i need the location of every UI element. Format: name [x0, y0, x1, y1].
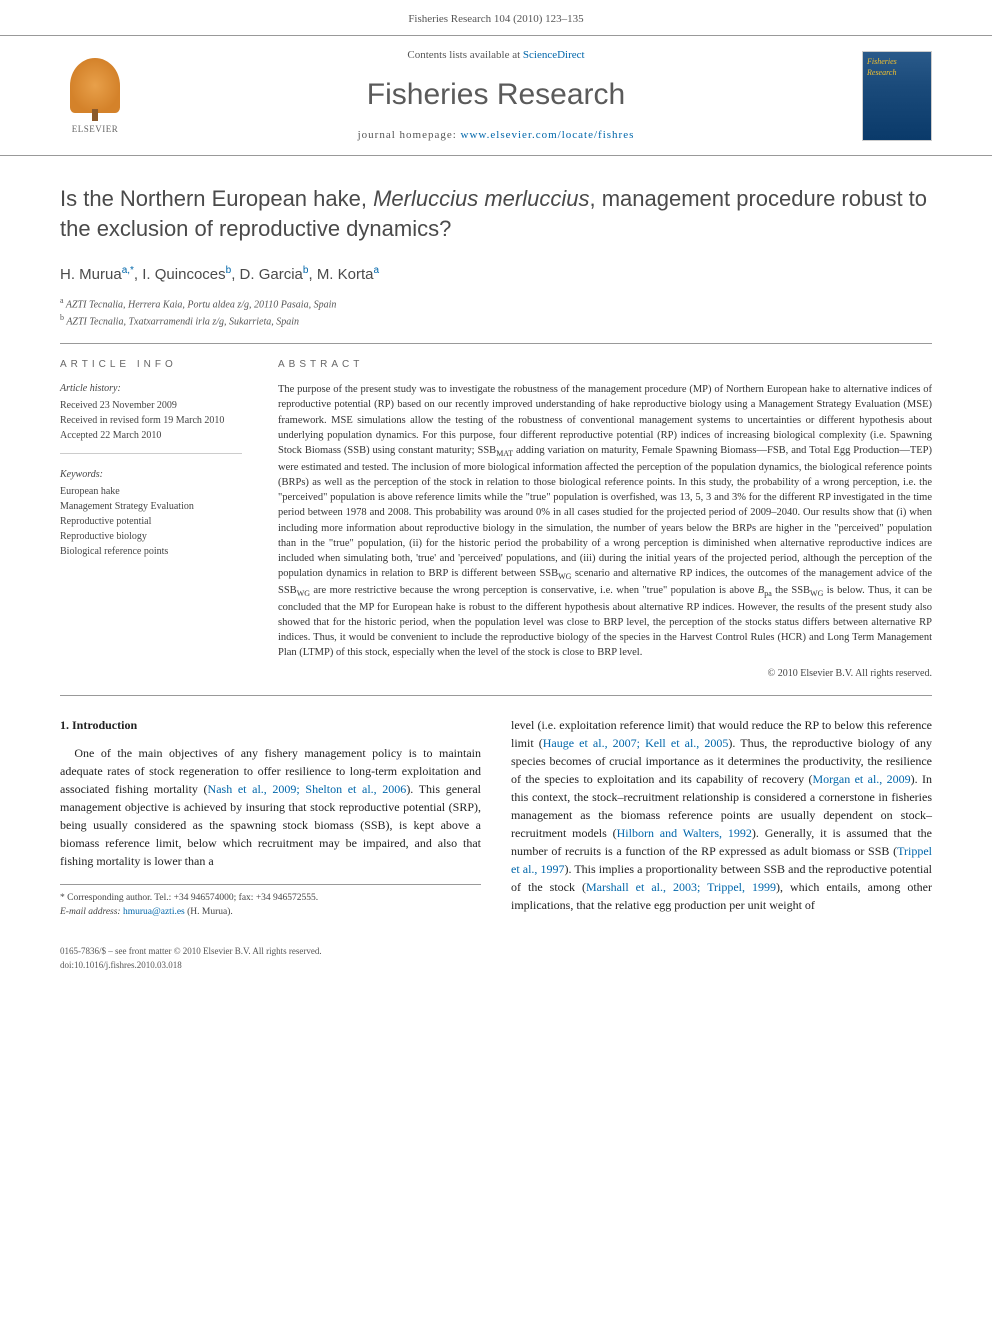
- author-affiliation-mark: a,*: [122, 265, 134, 276]
- abstract-text: The purpose of the present study was to …: [278, 382, 932, 660]
- citation-link[interactable]: Hilborn and Walters, 1992: [617, 826, 752, 840]
- body-column-right: level (i.e. exploitation reference limit…: [511, 716, 932, 920]
- running-header: Fisheries Research 104 (2010) 123–135: [0, 0, 992, 35]
- section-heading-intro: 1. Introduction: [60, 716, 481, 734]
- author: M. Kortaa: [317, 266, 379, 283]
- citation-link[interactable]: Hauge et al., 2007; Kell et al., 2005: [543, 736, 729, 750]
- title-prefix: Is the Northern European hake,: [60, 186, 373, 211]
- email-line: E-mail address: hmurua@azti.es (H. Murua…: [60, 905, 481, 919]
- homepage-url[interactable]: www.elsevier.com/locate/fishres: [461, 129, 635, 141]
- history-label: Article history:: [60, 382, 242, 396]
- contents-availability: Contents lists available at ScienceDirec…: [150, 48, 842, 63]
- affiliation: a AZTI Tecnalia, Herrera Kaia, Portu ald…: [60, 295, 932, 312]
- body-separator: [60, 695, 932, 696]
- intro-paragraph-1-continued: level (i.e. exploitation reference limit…: [511, 716, 932, 914]
- body-columns: 1. Introduction One of the main objectiv…: [0, 716, 992, 940]
- citation-link[interactable]: Morgan et al., 2009: [812, 772, 910, 786]
- article-history-block: Article history: Received 23 November 20…: [60, 382, 242, 454]
- author-affiliation-mark: a: [374, 265, 380, 276]
- contents-prefix: Contents lists available at: [407, 49, 522, 61]
- homepage-prefix: journal homepage:: [358, 129, 461, 141]
- affiliation: b AZTI Tecnalia, Txatxarramendi irla z/g…: [60, 312, 932, 329]
- citation-text: Fisheries Research 104 (2010) 123–135: [408, 13, 583, 25]
- citation-link[interactable]: Marshall et al., 2003; Trippel, 1999: [586, 880, 776, 894]
- abstract-column: ABSTRACT The purpose of the present stud…: [260, 344, 932, 694]
- article-info-heading: ARTICLE INFO: [60, 358, 242, 372]
- author: I. Quincocesb: [142, 266, 231, 283]
- sciencedirect-link[interactable]: ScienceDirect: [523, 49, 585, 61]
- publisher-logo: ELSEVIER: [60, 56, 130, 136]
- title-species: Merluccius merluccius: [373, 186, 589, 211]
- abstract-copyright: © 2010 Elsevier B.V. All rights reserved…: [278, 667, 932, 681]
- author-affiliation-mark: b: [303, 265, 309, 276]
- keyword: Reproductive potential: [60, 514, 242, 529]
- citation-link[interactable]: Trippel et al., 1997: [511, 844, 932, 876]
- keyword: Reproductive biology: [60, 529, 242, 544]
- journal-homepage: journal homepage: www.elsevier.com/locat…: [150, 128, 842, 143]
- masthead-center: Contents lists available at ScienceDirec…: [150, 48, 842, 143]
- cover-title: Fisheries Research: [863, 52, 931, 82]
- affiliation-list: a AZTI Tecnalia, Herrera Kaia, Portu ald…: [0, 291, 992, 344]
- article-title: Is the Northern European hake, Merlucciu…: [0, 156, 992, 249]
- keyword: Biological reference points: [60, 544, 242, 559]
- intro-paragraph-1: One of the main objectives of any fisher…: [60, 744, 481, 870]
- keyword: European hake: [60, 484, 242, 499]
- history-line: Received in revised form 19 March 2010: [60, 413, 242, 428]
- corresponding-author-note: * Corresponding author. Tel.: +34 946574…: [60, 891, 481, 905]
- email-person: (H. Murua).: [187, 907, 233, 917]
- history-line: Received 23 November 2009: [60, 398, 242, 413]
- email-label: E-mail address:: [60, 907, 121, 917]
- keyword: Management Strategy Evaluation: [60, 499, 242, 514]
- author-list: H. Muruaa,*, I. Quincocesb, D. Garciab, …: [0, 250, 992, 291]
- info-abstract-row: ARTICLE INFO Article history: Received 2…: [60, 343, 932, 694]
- footer-doi-line: doi:10.1016/j.fishres.2010.03.018: [60, 959, 932, 973]
- keywords-block: Keywords: European hakeManagement Strate…: [60, 468, 242, 569]
- journal-name: Fisheries Research: [150, 74, 842, 116]
- page-footer: 0165-7836/$ – see front matter © 2010 El…: [0, 939, 992, 992]
- publisher-label: ELSEVIER: [72, 123, 119, 136]
- author: D. Garciab: [240, 266, 309, 283]
- author: H. Muruaa,*: [60, 266, 134, 283]
- keywords-label: Keywords:: [60, 468, 242, 482]
- body-column-left: 1. Introduction One of the main objectiv…: [60, 716, 481, 920]
- abstract-heading: ABSTRACT: [278, 358, 932, 372]
- footer-issn-line: 0165-7836/$ – see front matter © 2010 El…: [60, 945, 932, 959]
- citation-link[interactable]: Nash et al., 2009; Shelton et al., 2006: [208, 782, 407, 796]
- article-info-column: ARTICLE INFO Article history: Received 2…: [60, 344, 260, 694]
- elsevier-tree-icon: [70, 58, 120, 113]
- footnotes: * Corresponding author. Tel.: +34 946574…: [60, 884, 481, 920]
- journal-cover-thumbnail: Fisheries Research: [862, 51, 932, 141]
- masthead: ELSEVIER Contents lists available at Sci…: [0, 35, 992, 156]
- author-affiliation-mark: b: [226, 265, 232, 276]
- corresponding-email[interactable]: hmurua@azti.es: [123, 907, 185, 917]
- history-line: Accepted 22 March 2010: [60, 428, 242, 443]
